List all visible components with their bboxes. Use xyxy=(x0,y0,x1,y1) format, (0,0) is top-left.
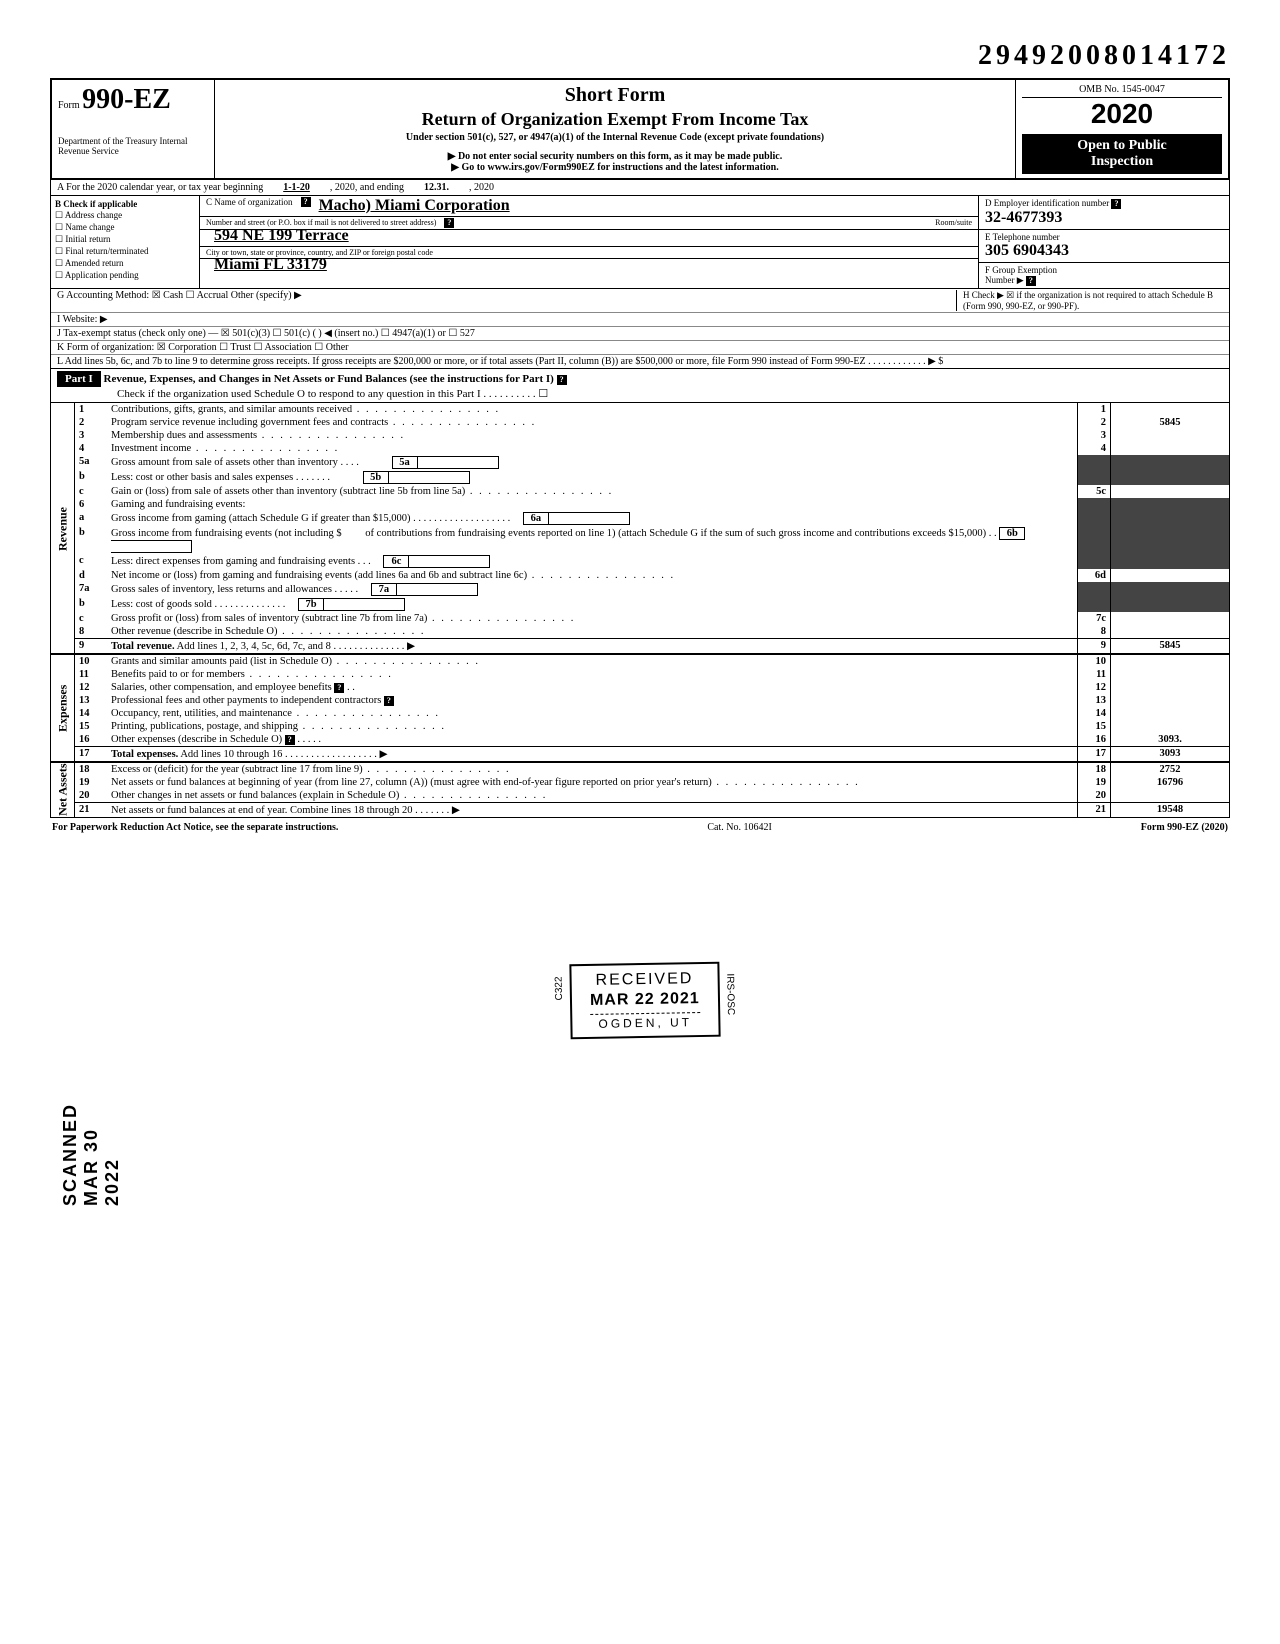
footer: For Paperwork Reduction Act Notice, see … xyxy=(50,818,1230,837)
line-21-val: 19548 xyxy=(1111,803,1230,818)
g-accounting[interactable]: G Accounting Method: ☒ Cash ☐ Accrual Ot… xyxy=(57,290,956,311)
line-2-val: 5845 xyxy=(1111,416,1230,429)
ein[interactable]: 32-4677393 xyxy=(985,209,1223,227)
line-box: 1 xyxy=(1078,403,1111,416)
side-netassets: Net Assets xyxy=(51,762,75,818)
warn-ssn: ▶ Do not enter social security numbers o… xyxy=(221,151,1009,162)
help-icon[interactable]: ? xyxy=(1111,199,1121,209)
header-grid: B Check if applicable Address change Nam… xyxy=(50,196,1230,289)
footer-right: Form 990-EZ (2020) xyxy=(1141,822,1228,833)
help-icon[interactable]: ? xyxy=(301,197,311,207)
chk-address-change[interactable]: Address change xyxy=(55,210,195,221)
org-name[interactable]: Macho) Miami Corporation xyxy=(311,197,972,215)
chk-amended-return[interactable]: Amended return xyxy=(55,258,195,269)
help-icon[interactable]: ? xyxy=(1026,276,1036,286)
line-18-val: 2752 xyxy=(1111,762,1230,776)
i-website[interactable]: I Website: ▶ xyxy=(51,313,1229,327)
stamp-received: RECEIVED xyxy=(589,970,699,990)
line-text: Contributions, gifts, grants, and simila… xyxy=(107,403,1078,416)
warn-goto: ▶ Go to www.irs.gov/Form990EZ for instru… xyxy=(221,162,1009,173)
line-num: 1 xyxy=(75,403,108,416)
open-public-1: Open to Public xyxy=(1026,138,1218,154)
part-1-title: Revenue, Expenses, and Changes in Net As… xyxy=(104,373,554,385)
check-b-section: B Check if applicable Address change Nam… xyxy=(51,196,200,288)
d-label: D Employer identification number ? xyxy=(985,198,1223,209)
part-1-header: Part I Revenue, Expenses, and Changes in… xyxy=(50,369,1230,403)
scanned-stamp: SCANNED MAR 30 2022 xyxy=(60,1103,123,1206)
stamp-date: MAR 22 2021 xyxy=(590,990,700,1010)
omb-number: OMB No. 1545-0047 xyxy=(1022,84,1222,98)
phone[interactable]: 305 6904343 xyxy=(985,242,1223,260)
row-a-label: A For the 2020 calendar year, or tax yea… xyxy=(57,182,263,193)
stamp-side: IRS-OSC xyxy=(724,973,736,1015)
chk-final-return[interactable]: Final return/terminated xyxy=(55,246,195,257)
line-val xyxy=(1111,403,1230,416)
footer-mid: Cat. No. 10642I xyxy=(707,822,771,833)
title-return: Return of Organization Exempt From Incom… xyxy=(221,109,1009,130)
line-17-val: 3093 xyxy=(1111,747,1230,763)
tax-year-end[interactable]: 12.31. xyxy=(424,182,449,193)
l-gross-receipts: L Add lines 5b, 6c, and 7b to line 9 to … xyxy=(51,355,1229,368)
subtitle: Under section 501(c), 527, or 4947(a)(1)… xyxy=(221,132,1009,143)
stamp-location: OGDEN, UT xyxy=(590,1012,700,1031)
stamp-code: C322 xyxy=(554,976,565,1000)
open-public-2: Inspection xyxy=(1026,154,1218,170)
f-label: F Group Exemption xyxy=(985,265,1057,275)
form-prefix: Form xyxy=(58,100,80,111)
form-number: 990-EZ xyxy=(82,84,171,115)
j-tax-exempt[interactable]: J Tax-exempt status (check only one) — ☒… xyxy=(51,327,1229,341)
dept-treasury: Department of the Treasury Internal Reve… xyxy=(58,136,208,156)
chk-application-pending[interactable]: Application pending xyxy=(55,270,195,281)
form-header: Form 990-EZ Department of the Treasury I… xyxy=(50,78,1230,180)
line-16-val: 3093. xyxy=(1111,733,1230,747)
part-1-label: Part I xyxy=(57,371,101,387)
line-9-val: 5845 xyxy=(1111,639,1230,655)
check-b-header: B Check if applicable xyxy=(55,199,195,209)
dln: 29492008014172 xyxy=(50,40,1230,72)
side-expenses: Expenses xyxy=(51,654,75,762)
c-label: C Name of organization xyxy=(206,197,293,215)
title-short-form: Short Form xyxy=(221,84,1009,107)
k-form-org[interactable]: K Form of organization: ☒ Corporation ☐ … xyxy=(51,341,1229,355)
received-stamp: C322 RECEIVED MAR 22 2021 OGDEN, UT IRS-… xyxy=(569,962,720,1040)
side-revenue: Revenue xyxy=(51,403,75,654)
chk-initial-return[interactable]: Initial return xyxy=(55,234,195,245)
e-label: E Telephone number xyxy=(985,232,1223,242)
row-a-mid: , 2020, and ending xyxy=(330,182,404,193)
part-1-check[interactable]: Check if the organization used Schedule … xyxy=(57,387,1223,400)
info-rows: G Accounting Method: ☒ Cash ☐ Accrual Ot… xyxy=(50,289,1230,369)
help-icon[interactable]: ? xyxy=(557,375,567,385)
row-a-endyear: , 2020 xyxy=(469,182,494,193)
org-city[interactable]: Miami FL 33179 xyxy=(206,256,972,274)
row-a: A For the 2020 calendar year, or tax yea… xyxy=(50,180,1230,196)
h-schedule-b[interactable]: H Check ▶ ☒ if the organization is not r… xyxy=(956,290,1223,311)
lines-table: Revenue 1 Contributions, gifts, grants, … xyxy=(50,403,1230,818)
chk-name-change[interactable]: Name change xyxy=(55,222,195,233)
line-19-val: 16796 xyxy=(1111,776,1230,789)
footer-left: For Paperwork Reduction Act Notice, see … xyxy=(52,822,338,833)
tax-year-begin[interactable]: 1-1-20 xyxy=(283,182,310,193)
org-address[interactable]: 594 NE 199 Terrace xyxy=(206,227,972,245)
tax-year: 2020 xyxy=(1022,98,1222,130)
f-label2: Number ▶ xyxy=(985,275,1024,285)
